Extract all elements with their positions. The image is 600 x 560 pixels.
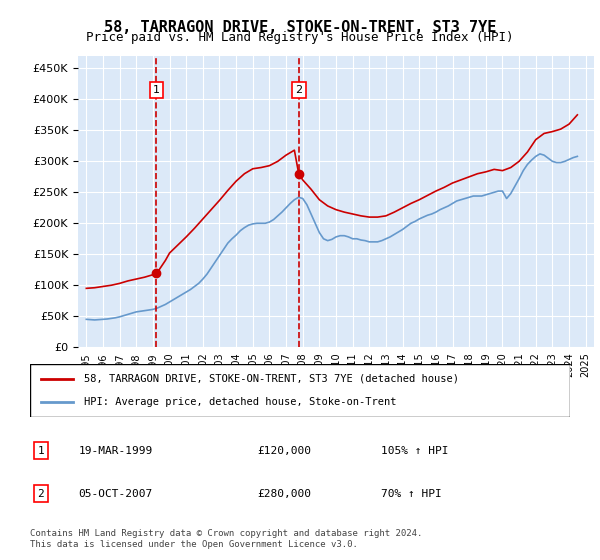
Text: 19-MAR-1999: 19-MAR-1999	[79, 446, 153, 456]
Text: 05-OCT-2007: 05-OCT-2007	[79, 489, 153, 499]
Text: 58, TARRAGON DRIVE, STOKE-ON-TRENT, ST3 7YE (detached house): 58, TARRAGON DRIVE, STOKE-ON-TRENT, ST3 …	[84, 374, 459, 384]
Text: 2: 2	[37, 489, 44, 499]
FancyBboxPatch shape	[30, 364, 570, 417]
Text: 2: 2	[295, 85, 302, 95]
Text: HPI: Average price, detached house, Stoke-on-Trent: HPI: Average price, detached house, Stok…	[84, 397, 397, 407]
Text: Price paid vs. HM Land Registry's House Price Index (HPI): Price paid vs. HM Land Registry's House …	[86, 31, 514, 44]
Text: £280,000: £280,000	[257, 489, 311, 499]
Text: 1: 1	[153, 85, 160, 95]
Text: 105% ↑ HPI: 105% ↑ HPI	[381, 446, 449, 456]
Text: 1: 1	[37, 446, 44, 456]
Text: 70% ↑ HPI: 70% ↑ HPI	[381, 489, 442, 499]
Text: £120,000: £120,000	[257, 446, 311, 456]
Text: Contains HM Land Registry data © Crown copyright and database right 2024.
This d: Contains HM Land Registry data © Crown c…	[30, 529, 422, 549]
Text: 58, TARRAGON DRIVE, STOKE-ON-TRENT, ST3 7YE: 58, TARRAGON DRIVE, STOKE-ON-TRENT, ST3 …	[104, 20, 496, 35]
